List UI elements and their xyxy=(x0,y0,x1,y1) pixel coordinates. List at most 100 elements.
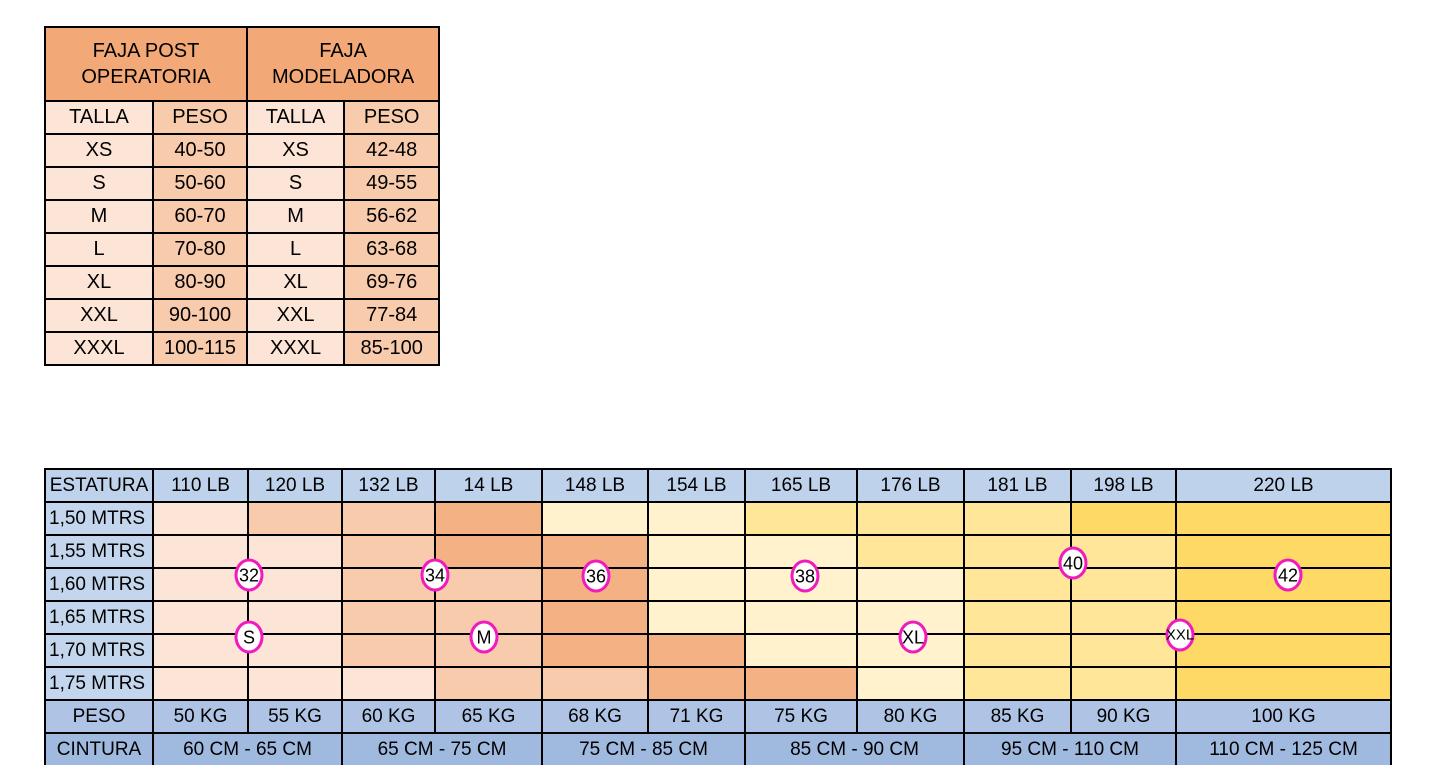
matrix-heat-cell xyxy=(434,633,543,668)
size-chart-peso-cell: 70-80 xyxy=(152,232,248,267)
matrix-heat-cell xyxy=(1070,567,1177,602)
weight-lb-header-cell: 176 LB xyxy=(856,468,965,503)
matrix-heat-cell xyxy=(1070,666,1177,701)
height-weight-matrix-table: ESTATURA 110 LB 120 LB 132 LB 14 LB 148 LB 154… xyxy=(44,468,1392,765)
size-chart-column-header: PESO xyxy=(152,100,248,135)
matrix-heat-cell xyxy=(963,567,1072,602)
weight-lb-header-cell: 154 LB xyxy=(647,468,746,503)
matrix-heat-cell xyxy=(1175,567,1392,602)
size-chart-column-header: PESO xyxy=(343,100,441,135)
height-row-label: 1,55 MTRS xyxy=(44,534,154,569)
size-chart-peso-cell: 77-84 xyxy=(343,298,441,333)
matrix-heat-cell xyxy=(744,501,858,536)
size-chart-talla-cell: S xyxy=(44,166,154,201)
weight-lb-header-cell: 14 LB xyxy=(434,468,543,503)
cintura-cm-cell: 95 CM - 110 CM xyxy=(963,732,1177,765)
peso-kg-cell: 65 KG xyxy=(434,699,543,734)
cintura-row-label: CINTURA xyxy=(44,732,154,765)
matrix-heat-cell xyxy=(1070,600,1177,635)
size-chart-peso-cell: 69-76 xyxy=(343,265,441,300)
matrix-heat-cell xyxy=(963,501,1072,536)
matrix-heat-cell xyxy=(152,633,249,668)
matrix-heat-cell xyxy=(647,666,746,701)
matrix-heat-cell xyxy=(744,567,858,602)
matrix-heat-cell xyxy=(647,633,746,668)
peso-kg-cell: 100 KG xyxy=(1175,699,1392,734)
matrix-heat-cell xyxy=(541,633,649,668)
weight-lb-header-cell: 148 LB xyxy=(541,468,649,503)
matrix-heat-cell xyxy=(152,600,249,635)
weight-lb-header-cell: 110 LB xyxy=(152,468,249,503)
matrix-heat-cell xyxy=(541,534,649,569)
matrix-heat-cell xyxy=(541,666,649,701)
size-chart-talla-cell: XS xyxy=(44,133,154,168)
size-chart-peso-cell: 60-70 xyxy=(152,199,248,234)
size-chart-peso-cell: 42-48 xyxy=(343,133,441,168)
cintura-cm-cell: 85 CM - 90 CM xyxy=(744,732,965,765)
estatura-corner-header: ESTATURA xyxy=(44,468,154,503)
matrix-heat-cell xyxy=(647,501,746,536)
matrix-heat-cell xyxy=(1175,501,1392,536)
size-chart-peso-cell: 85-100 xyxy=(343,331,441,366)
size-chart-peso-cell: 90-100 xyxy=(152,298,248,333)
matrix-heat-cell xyxy=(541,567,649,602)
matrix-heat-cell xyxy=(1070,633,1177,668)
matrix-heat-cell xyxy=(247,600,343,635)
cintura-cm-cell: 65 CM - 75 CM xyxy=(341,732,543,765)
height-row-label: 1,60 MTRS xyxy=(44,567,154,602)
matrix-heat-cell xyxy=(434,567,543,602)
matrix-heat-cell xyxy=(1070,534,1177,569)
matrix-heat-cell xyxy=(341,501,436,536)
weight-lb-header-cell: 198 LB xyxy=(1070,468,1177,503)
size-chart-talla-cell: XXXL xyxy=(44,331,154,366)
peso-kg-cell: 60 KG xyxy=(341,699,436,734)
size-chart-talla-cell: M xyxy=(44,199,154,234)
size-chart-peso-cell: 49-55 xyxy=(343,166,441,201)
size-chart-peso-cell: 63-68 xyxy=(343,232,441,267)
matrix-heat-cell xyxy=(541,600,649,635)
size-chart-talla-cell: S xyxy=(245,166,346,201)
matrix-heat-cell xyxy=(647,534,746,569)
matrix-heat-cell xyxy=(856,501,965,536)
matrix-heat-cell xyxy=(1175,666,1392,701)
matrix-heat-cell xyxy=(434,600,543,635)
faja-size-chart-table: FAJA POST OPERATORIA FAJA MODELADORA TALLA… xyxy=(44,26,441,366)
size-chart-talla-cell: XXL xyxy=(44,298,154,333)
size-chart-group-header: FAJA POST OPERATORIA xyxy=(44,26,248,102)
peso-kg-cell: 75 KG xyxy=(744,699,858,734)
size-chart-talla-cell: L xyxy=(44,232,154,267)
peso-kg-cell: 90 KG xyxy=(1070,699,1177,734)
weight-lb-header-cell: 220 LB xyxy=(1175,468,1392,503)
matrix-heat-cell xyxy=(341,534,436,569)
matrix-heat-cell xyxy=(247,666,343,701)
matrix-heat-cell xyxy=(963,633,1072,668)
matrix-heat-cell xyxy=(341,600,436,635)
size-chart-talla-cell: L xyxy=(245,232,346,267)
size-chart-talla-cell: XXL xyxy=(245,298,346,333)
cintura-cm-cell: 75 CM - 85 CM xyxy=(541,732,746,765)
size-chart-talla-cell: XXXL xyxy=(245,331,346,366)
matrix-heat-cell xyxy=(341,633,436,668)
size-chart-peso-cell: 56-62 xyxy=(343,199,441,234)
matrix-heat-cell xyxy=(856,600,965,635)
peso-kg-cell: 71 KG xyxy=(647,699,746,734)
matrix-heat-cell xyxy=(434,501,543,536)
matrix-heat-cell xyxy=(434,666,543,701)
matrix-heat-cell xyxy=(152,567,249,602)
size-chart-talla-cell: M xyxy=(245,199,346,234)
matrix-heat-cell xyxy=(856,633,965,668)
matrix-heat-cell xyxy=(152,666,249,701)
cintura-cm-cell: 110 CM - 125 CM xyxy=(1175,732,1392,765)
size-chart-column-header: TALLA xyxy=(44,100,154,135)
matrix-heat-cell xyxy=(1070,501,1177,536)
size-chart-peso-cell: 50-60 xyxy=(152,166,248,201)
matrix-heat-cell xyxy=(744,534,858,569)
matrix-heat-cell xyxy=(341,567,436,602)
matrix-heat-cell xyxy=(1175,534,1392,569)
height-row-label: 1,65 MTRS xyxy=(44,600,154,635)
matrix-heat-cell xyxy=(434,534,543,569)
matrix-heat-cell xyxy=(744,666,858,701)
matrix-heat-cell xyxy=(744,600,858,635)
matrix-heat-cell xyxy=(856,534,965,569)
